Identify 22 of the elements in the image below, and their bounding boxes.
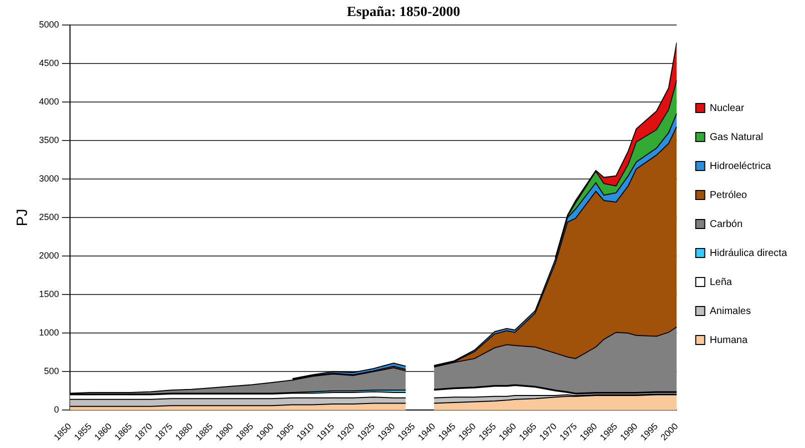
y-tick-label: 500 xyxy=(44,366,60,376)
y-axis-title: PJ xyxy=(14,208,32,226)
legend-label: Hidroeléctrica xyxy=(710,160,772,172)
y-tick-label: 4000 xyxy=(38,96,60,106)
y-tick-label: 0 xyxy=(54,404,60,415)
legend-label: Humana xyxy=(710,334,748,346)
chart-title: España: 1850-2000 xyxy=(346,5,460,20)
y-tick-label: 3500 xyxy=(38,134,60,145)
y-tick-label: 1500 xyxy=(38,289,60,300)
legend-label: Petróleo xyxy=(710,190,748,201)
legend-label: Nuclear xyxy=(710,102,745,114)
y-tick-label: 2500 xyxy=(38,212,60,222)
y-tick-label: 3000 xyxy=(38,173,60,184)
y-tick-label: 2000 xyxy=(38,250,60,261)
legend-label: Gas Natural xyxy=(710,132,764,143)
legend-label: Hidráulica directa xyxy=(710,248,788,259)
y-tick-label: 1000 xyxy=(38,328,60,338)
y-tick-label: 5000 xyxy=(38,19,60,30)
legend-label: Leña xyxy=(710,276,732,288)
legend-label: Carbón xyxy=(710,218,743,230)
legend-label: Animales xyxy=(710,306,751,317)
y-tick-label: 4500 xyxy=(38,58,60,68)
